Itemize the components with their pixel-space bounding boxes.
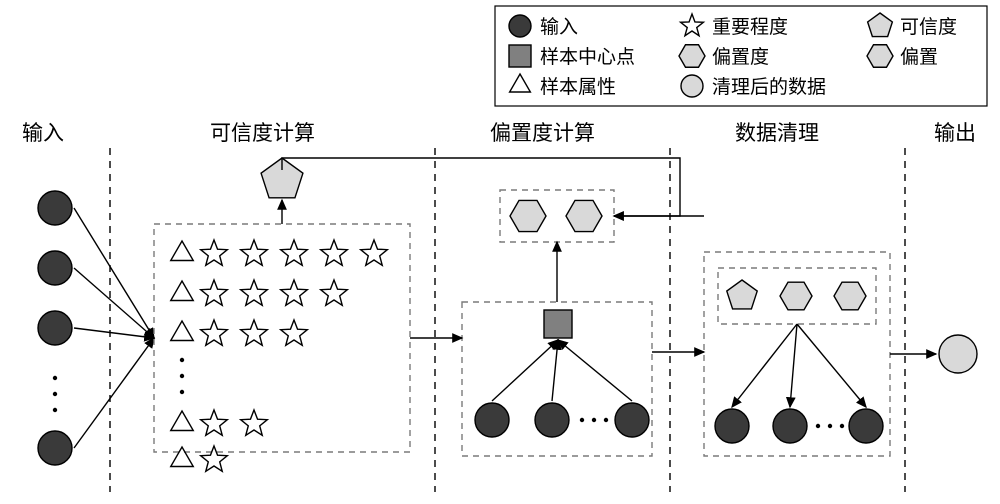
attribute-icon [171, 447, 194, 467]
arrow [74, 338, 154, 448]
output-node [939, 335, 977, 373]
clean-node [773, 409, 807, 443]
clean-hexagon [834, 282, 866, 310]
legend-item: 清理后的数据 [712, 76, 826, 98]
legend-icon [868, 13, 893, 37]
legend-label: 样本属性 [540, 76, 616, 98]
bias-hexagon [510, 200, 546, 231]
importance-star [241, 320, 268, 345]
center-square [544, 310, 572, 338]
bias-node [475, 403, 509, 437]
bias-hexagon [566, 200, 602, 231]
input-node [38, 431, 72, 465]
vdots [180, 358, 184, 362]
stage-label: 输入 [22, 122, 64, 145]
legend-label: 重要程度 [712, 16, 788, 38]
arrow [74, 328, 154, 338]
arrow [558, 340, 632, 401]
clean-node [849, 409, 883, 443]
importance-star [201, 446, 228, 471]
legend-item: 样本属性 [540, 76, 616, 98]
arrow [790, 324, 797, 407]
importance-star [321, 240, 348, 265]
vdots [180, 390, 184, 394]
stage-label: 可信度计算 [210, 122, 315, 145]
legend-item: 重要程度 [712, 16, 788, 38]
legend-label: 可信度 [900, 16, 957, 38]
importance-star [361, 240, 388, 265]
bias-node [615, 403, 649, 437]
stage-label: 偏置度计算 [490, 122, 595, 145]
arrow [552, 340, 558, 401]
hdots [828, 424, 832, 428]
bias-node [535, 403, 569, 437]
importance-star [281, 280, 308, 305]
legend-label: 偏置 [900, 46, 938, 68]
vdots [53, 408, 57, 412]
attribute-icon [171, 411, 194, 431]
importance-star [241, 240, 268, 265]
legend-icon [679, 45, 705, 68]
stage-label: 输出 [934, 122, 976, 145]
importance-star [241, 410, 268, 435]
attribute-icon [171, 281, 194, 301]
clean-pentagon [727, 280, 757, 309]
importance-star [321, 280, 348, 305]
legend-icon [681, 75, 703, 97]
arrow [74, 268, 154, 338]
legend-item: 偏置度 [712, 46, 769, 68]
clean-hexagon [780, 282, 812, 310]
input-node [38, 251, 72, 285]
hdots [592, 418, 596, 422]
vdots [53, 376, 57, 380]
diagram-canvas: 输入重要程度可信度样本中心点偏置度偏置样本属性清理后的数据输入可信度计算偏置度计… [0, 0, 1000, 504]
importance-star [201, 240, 228, 265]
vdots [53, 392, 57, 396]
importance-star [201, 410, 228, 435]
arrow [282, 158, 680, 216]
hdots [840, 424, 844, 428]
importance-star [201, 280, 228, 305]
arrow [732, 324, 797, 407]
legend-label: 偏置度 [712, 46, 769, 68]
importance-star [281, 320, 308, 345]
hdots [604, 418, 608, 422]
vdots [180, 374, 184, 378]
arrow [797, 324, 866, 407]
hdots [580, 418, 584, 422]
importance-star [281, 240, 308, 265]
arrow [74, 208, 154, 338]
legend-item: 可信度 [900, 16, 957, 38]
legend-icon [681, 14, 704, 36]
legend-icon [510, 74, 531, 92]
importance-star [241, 280, 268, 305]
legend-icon [867, 45, 893, 68]
attribute-icon [171, 241, 194, 261]
legend-icon [509, 15, 531, 37]
input-node [38, 311, 72, 345]
legend-item: 偏置 [900, 46, 938, 68]
legend-item: 输入 [540, 16, 578, 38]
importance-star [201, 320, 228, 345]
clean-node [715, 409, 749, 443]
input-node [38, 191, 72, 225]
legend-label: 输入 [540, 16, 578, 38]
stage-label: 数据清理 [735, 122, 819, 145]
legend-label: 清理后的数据 [712, 76, 826, 98]
legend-icon [509, 45, 531, 67]
legend-item: 样本中心点 [540, 46, 635, 68]
attribute-icon [171, 321, 194, 341]
hdots [816, 424, 820, 428]
arrow [492, 340, 558, 401]
legend: 输入 重要程度 可信度样本中心点 偏置度 偏置样本属性 清理后的数据 [495, 6, 987, 106]
legend-label: 样本中心点 [540, 46, 635, 68]
